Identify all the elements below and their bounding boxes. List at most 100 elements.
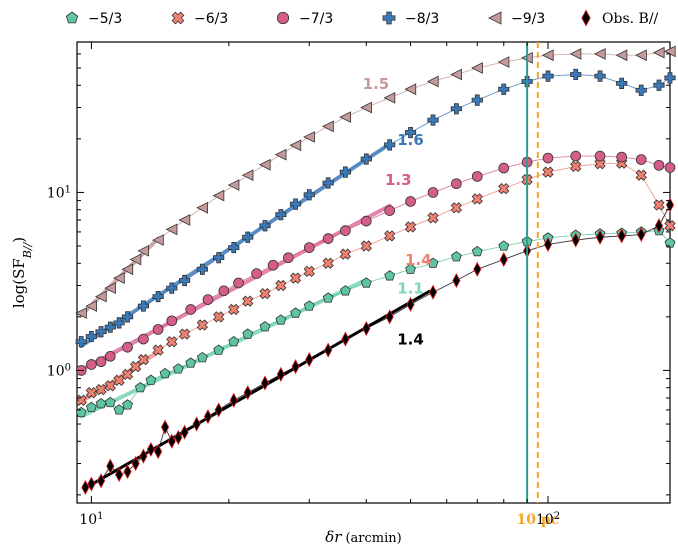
data-point [471,245,483,257]
data-point [115,466,124,483]
data-point [383,91,396,104]
data-point [653,79,665,91]
data-point [339,111,352,123]
data-point [123,464,132,480]
data-point [251,268,262,279]
data-point [104,380,116,392]
data-point [426,75,439,88]
data-point [450,68,462,81]
data-point [87,476,96,492]
data-point [471,94,483,106]
data-point [276,366,285,383]
data-point [166,282,178,294]
data-point [178,328,191,340]
data-point [498,183,510,195]
legend-label: −5/3 [88,11,122,27]
data-point [166,315,178,327]
data-point [121,311,134,323]
data-point [75,307,87,319]
data-point [654,218,664,234]
data-point [228,303,240,316]
data-point [385,309,394,325]
data-point [303,131,315,143]
data-point [104,321,116,333]
data-point [653,159,665,171]
data-point [154,443,163,460]
data-point [635,154,647,165]
data-point [94,290,107,303]
x-cross-icon [171,11,185,25]
diamond-icon [581,9,591,27]
data-point [130,361,142,373]
slope-label: 1.4 [397,330,424,348]
data-point [196,263,208,275]
data-point [384,270,396,281]
data-point [427,187,439,198]
data-point [473,261,482,277]
data-point [542,166,554,178]
data-point [341,331,350,347]
data-point [283,252,294,264]
data-point [81,479,90,496]
data-point [152,324,164,335]
data-point [451,178,462,190]
data-point [242,295,254,307]
data-point [427,114,439,126]
data-point [242,231,254,243]
x-tick-label: 101 [79,511,103,529]
data-point [322,292,334,303]
data-point [635,49,647,62]
legend-label: −8/3 [405,11,439,27]
legend-item: −9/3 [488,11,545,27]
data-point [104,396,116,408]
data-point [303,242,315,253]
data-point [104,282,116,294]
data-point [213,311,225,323]
vertical-line-label: 10 pc [516,512,559,528]
data-point [404,126,417,139]
data-point [131,455,140,472]
series-2 [75,157,676,406]
data-point [652,46,665,59]
slope-label: 1.5 [363,75,390,93]
data-point [665,197,675,213]
data-point [303,189,315,201]
y-tick-label: 100 [47,362,71,380]
pentagon-icon [65,11,79,24]
data-point [324,342,333,358]
data-point [542,70,554,82]
data-point [85,401,97,413]
data-point [139,448,148,464]
data-point [134,381,146,393]
data-point [174,429,183,446]
data-point [267,259,279,271]
data-point [196,319,209,331]
data-point [243,385,252,401]
data-point [274,148,287,161]
data-point [259,321,271,332]
data-point [499,251,508,268]
data-point [229,392,238,408]
data-point [427,257,439,268]
series-1 [75,224,676,418]
data-point [384,230,396,242]
data-point [360,277,372,288]
data-point [362,320,371,337]
data-point [290,307,301,318]
data-point [85,300,97,312]
data-point [664,162,676,173]
data-point [122,399,133,410]
series-line-4 [81,74,671,343]
data-point [75,406,87,418]
data-point [405,263,416,274]
data-point [196,351,208,363]
data-point [635,84,647,96]
data-point [145,374,157,385]
data-point [594,150,606,162]
data-point [137,353,150,366]
data-point [95,384,107,396]
data-point [122,341,133,353]
triangle-left-icon [488,11,502,25]
data-point [178,274,191,287]
